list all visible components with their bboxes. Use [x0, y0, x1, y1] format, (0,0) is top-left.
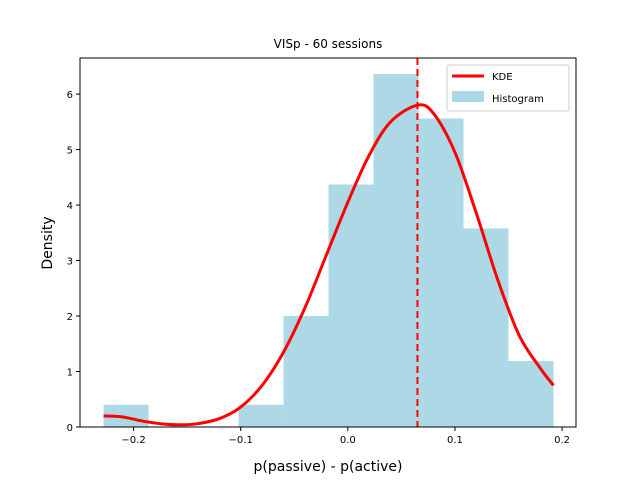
x-axis-label: p(passive) - p(active) [254, 459, 403, 475]
y-tick-label: 4 [67, 201, 73, 212]
kde-layer [103, 103, 555, 427]
histogram-bar [328, 184, 374, 427]
y-tick-label: 6 [67, 90, 73, 101]
histogram-bar [418, 118, 464, 428]
chart-title: VISp - 60 sessions [274, 37, 383, 51]
y-axis-label: Density [40, 216, 56, 269]
kde-curve [103, 103, 555, 427]
histogram-bar [463, 228, 509, 427]
x-tick-label: −0.1 [229, 435, 253, 446]
legend-histogram-swatch [452, 91, 484, 102]
x-tick-label: 0.0 [340, 435, 356, 446]
y-tick-label: 3 [67, 257, 73, 268]
x-tick-label: −0.2 [121, 435, 145, 446]
y-tick-label: 1 [67, 368, 73, 379]
plot-frame [79, 57, 577, 428]
histogram-bar [373, 74, 419, 427]
histogram-bar [508, 360, 554, 427]
y-tick-label: 0 [67, 423, 73, 434]
legend: KDE Histogram [446, 64, 570, 112]
legend-kde-label: KDE [492, 72, 513, 83]
histogram-bar [283, 316, 329, 427]
x-tick-label: 0.1 [447, 435, 463, 446]
axes: −0.2 −0.1 0.0 0.1 0.2 0 1 2 3 4 5 6 [67, 57, 577, 446]
histogram-bar [238, 404, 284, 427]
y-tick-label: 5 [67, 146, 73, 157]
legend-histogram-label: Histogram [492, 94, 544, 105]
x-tick-label: 0.2 [554, 435, 570, 446]
y-tick-label: 2 [67, 312, 73, 323]
